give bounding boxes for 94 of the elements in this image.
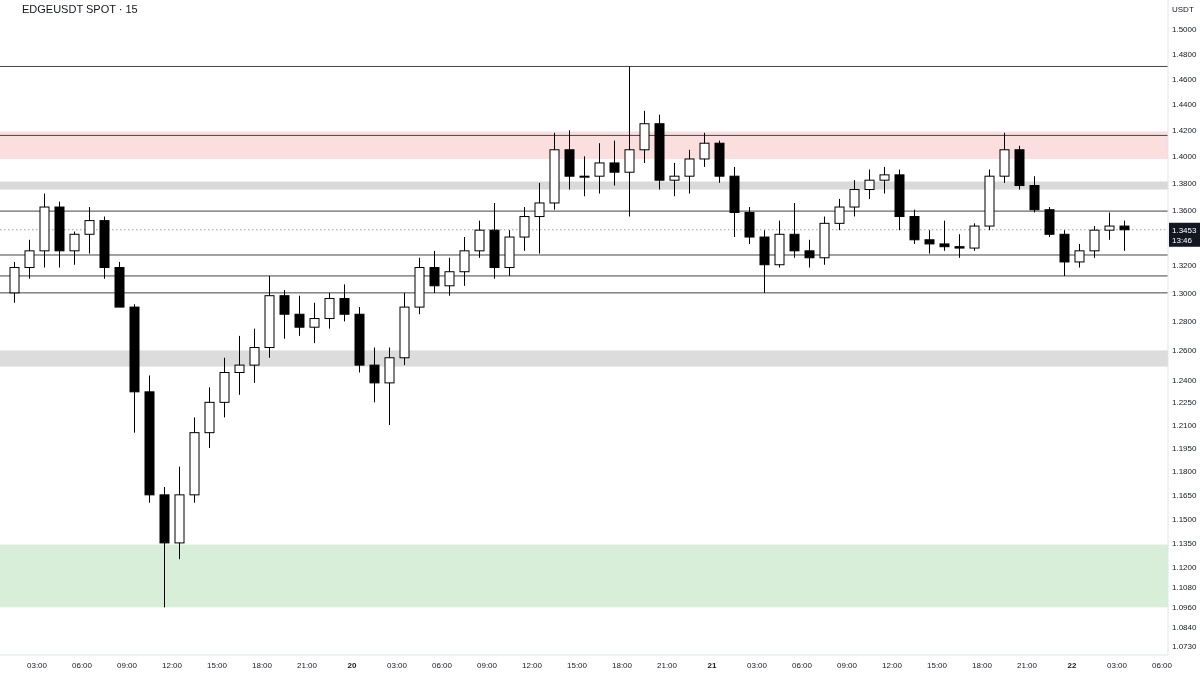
y-tick-label: 1.1200 bbox=[1172, 563, 1198, 573]
candlestick bbox=[1104, 211, 1115, 241]
x-tick-label: 21 bbox=[707, 661, 717, 670]
candlestick bbox=[1074, 243, 1085, 269]
candlestick bbox=[924, 229, 935, 255]
candlestick bbox=[879, 166, 890, 195]
y-tick-label: 1.1800 bbox=[1172, 467, 1198, 477]
y-tick-label: 1.4400 bbox=[1172, 100, 1198, 110]
x-tick-label: 06:00 bbox=[1151, 661, 1173, 670]
y-tick-label: 1.1950 bbox=[1172, 443, 1198, 453]
y-tick-label: 1.0730 bbox=[1172, 642, 1198, 652]
x-tick-label: 21:00 bbox=[656, 661, 678, 670]
y-tick-label: 1.3800 bbox=[1172, 178, 1198, 188]
candlestick bbox=[429, 250, 440, 294]
y-tick-label: 1.1080 bbox=[1172, 583, 1198, 593]
candlestick bbox=[624, 65, 635, 218]
candlestick bbox=[459, 236, 470, 287]
y-tick-label: 1.3600 bbox=[1172, 205, 1198, 215]
candlestick bbox=[969, 222, 980, 252]
y-tick-label: 1.3200 bbox=[1172, 260, 1198, 270]
x-tick-label: 12:00 bbox=[521, 661, 543, 670]
candlestick bbox=[864, 169, 875, 200]
x-tick-label: 20 bbox=[347, 661, 357, 670]
x-tick-label: 21:00 bbox=[296, 661, 318, 670]
text: 13:46 bbox=[1172, 235, 1193, 245]
ref-line-label: 1.3453 bbox=[1172, 225, 1198, 235]
candlestick bbox=[954, 233, 965, 259]
y-tick-label: 1.5000 bbox=[1172, 25, 1198, 35]
candlestick bbox=[789, 202, 800, 259]
x-tick-label: 06:00 bbox=[431, 661, 453, 670]
candlestick bbox=[909, 209, 920, 245]
candlestick bbox=[699, 132, 710, 168]
x-tick-label: 06:00 bbox=[791, 661, 813, 670]
y-tick-label: 1.1650 bbox=[1172, 490, 1198, 500]
candlestick bbox=[804, 239, 815, 269]
x-tick-label: 22 bbox=[1067, 661, 1077, 670]
y-tick-label: 1.1500 bbox=[1172, 514, 1198, 524]
x-tick-label: 09:00 bbox=[836, 661, 858, 670]
y-tick-label: 1.4600 bbox=[1172, 74, 1198, 84]
candlestick bbox=[84, 206, 95, 255]
candlestick bbox=[279, 289, 290, 340]
x-tick-label: 15:00 bbox=[206, 661, 228, 670]
x-tick-label: 12:00 bbox=[881, 661, 903, 670]
candlestick bbox=[1119, 220, 1130, 252]
x-tick-label: 09:00 bbox=[476, 661, 498, 670]
candlestick bbox=[24, 239, 35, 280]
y-tick-label: 1.4800 bbox=[1172, 49, 1198, 59]
candlestick bbox=[234, 335, 245, 396]
candlestick bbox=[249, 328, 260, 384]
candlestick bbox=[594, 142, 605, 195]
x-tick-label: 03:00 bbox=[1106, 661, 1128, 670]
x-tick-label: 03:00 bbox=[26, 661, 48, 670]
x-tick-label: 12:00 bbox=[161, 661, 183, 670]
x-tick-label: 03:00 bbox=[386, 661, 408, 670]
candlestick bbox=[324, 292, 335, 330]
candlestick bbox=[684, 149, 695, 195]
y-tick-label: 1.3000 bbox=[1172, 288, 1198, 298]
candlestick bbox=[669, 162, 680, 197]
candlestick bbox=[444, 257, 455, 297]
x-tick-label: 21:00 bbox=[1016, 661, 1038, 670]
chart-title: EDGEUSDT SPOT · 15 bbox=[22, 3, 138, 15]
y-tick-label: 1.2800 bbox=[1172, 317, 1198, 327]
candlestick bbox=[834, 198, 845, 231]
x-tick-label: 18:00 bbox=[611, 661, 633, 670]
y-tick-label: 1.0960 bbox=[1172, 603, 1198, 613]
y-tick-label: 1.2250 bbox=[1172, 398, 1198, 408]
candlestick bbox=[519, 206, 530, 252]
y-tick-label: 1.2100 bbox=[1172, 420, 1198, 430]
x-tick-label: 15:00 bbox=[566, 661, 588, 670]
candlestick bbox=[579, 155, 590, 197]
y-axis-title: USDT bbox=[1172, 5, 1194, 14]
candlestick bbox=[69, 231, 80, 266]
candlestick bbox=[474, 220, 485, 259]
y-tick-label: 1.1350 bbox=[1172, 538, 1198, 548]
y-tick-label: 1.4000 bbox=[1172, 152, 1198, 162]
y-tick-label: 1.4200 bbox=[1172, 126, 1198, 136]
x-tick-label: 18:00 bbox=[971, 661, 993, 670]
candlestick bbox=[369, 347, 380, 403]
candlestick bbox=[294, 295, 305, 337]
x-tick-label: 06:00 bbox=[71, 661, 93, 670]
y-tick-label: 1.2600 bbox=[1172, 346, 1198, 356]
candlestick bbox=[1089, 225, 1100, 259]
x-tick-label: 15:00 bbox=[926, 661, 948, 670]
candlestick bbox=[939, 220, 950, 252]
y-tick-label: 1.0840 bbox=[1172, 623, 1198, 633]
candlestick bbox=[849, 179, 860, 218]
x-tick-label: 09:00 bbox=[116, 661, 138, 670]
candlestick bbox=[309, 302, 320, 344]
candlestick bbox=[339, 283, 350, 322]
x-tick-label: 03:00 bbox=[746, 661, 768, 670]
x-tick-label: 18:00 bbox=[251, 661, 273, 670]
y-tick-label: 1.2400 bbox=[1172, 375, 1198, 385]
candlestick bbox=[609, 140, 620, 187]
candlestick bbox=[534, 182, 545, 255]
